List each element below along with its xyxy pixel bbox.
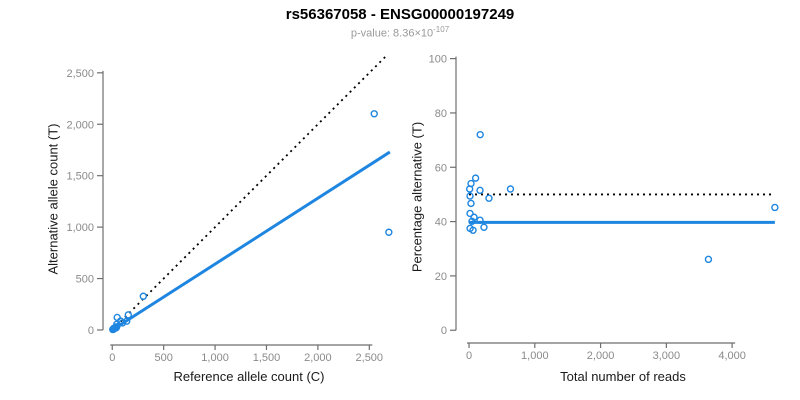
data-point (476, 186, 484, 195)
data-point (470, 213, 478, 221)
y-tick-label: 0 (88, 325, 94, 337)
data-point (370, 110, 378, 118)
y-axis-title-right: Percentage alternative (T) (409, 121, 425, 273)
data-point (469, 226, 477, 234)
x-tick-label: 2,000 (304, 352, 332, 364)
pvalue-subtitle: p-value: 8.36×10-107 (0, 25, 800, 40)
percentage-scatter: 0 1,000 2,000 3,000 4,000 0 20 40 60 80 100 (429, 54, 779, 362)
x-tick-label: 1,000 (201, 352, 229, 364)
y-tick-label: 0 (441, 325, 447, 337)
x-tick-label: 2,500 (356, 352, 384, 364)
y-tick-label: 1,500 (66, 171, 94, 183)
data-point (468, 217, 476, 226)
data-point (476, 130, 484, 139)
x-tick-label: 0 (109, 352, 115, 364)
data-point (476, 216, 484, 224)
data-point (471, 174, 480, 182)
x-tick-label: 2,000 (587, 350, 615, 362)
x-axis-title-right: Total number of reads (560, 369, 686, 384)
data-point (485, 194, 493, 202)
identity-line (111, 53, 389, 331)
data-point (118, 319, 127, 327)
data-point (139, 292, 148, 300)
y-tick-label: 80 (435, 108, 447, 120)
data-point (385, 228, 393, 236)
x-axis-title-left: Reference allele count (C) (173, 369, 325, 384)
y-tick-label: 40 (435, 217, 447, 229)
y-axis-title-left: Alternative allele count (T) (45, 123, 61, 275)
data-point (113, 313, 121, 322)
y-tick-label: 500 (76, 274, 94, 286)
y-tick-label: 60 (435, 162, 447, 174)
data-point (467, 199, 475, 208)
data-point (771, 203, 779, 212)
y-tick-label: 2,000 (66, 119, 94, 131)
x-tick-label: 4,000 (718, 350, 746, 362)
y-tick-label: 100 (429, 54, 447, 66)
x-tick-label: 0 (466, 350, 472, 362)
x-tick-label: 1,500 (253, 352, 281, 364)
x-tick-label: 1,000 (521, 350, 549, 362)
allele-count-scatter: 0 500 1,000 1,500 2,000 2,500 0 500 1,000 1,500 2,… (66, 53, 393, 364)
pvalue-text: p-value: 8.36×10 (350, 27, 434, 40)
x-tick-label: 500 (154, 352, 172, 364)
y-tick-label: 20 (435, 271, 447, 283)
data-point (124, 311, 132, 319)
x-tick-label: 3,000 (653, 350, 681, 362)
pvalue-exponent: -107 (433, 25, 450, 34)
data-point (467, 179, 475, 188)
data-point (113, 322, 121, 331)
y-tick-label: 1,000 (66, 222, 94, 234)
data-point (466, 209, 474, 218)
y-tick-label: 2,500 (66, 68, 94, 80)
regression-line (111, 150, 391, 332)
data-point (466, 192, 474, 200)
data-point (480, 223, 488, 231)
data-point (506, 185, 515, 193)
data-point (704, 255, 713, 264)
page-title: rs56367058 - ENSG00000197249 (285, 6, 515, 23)
